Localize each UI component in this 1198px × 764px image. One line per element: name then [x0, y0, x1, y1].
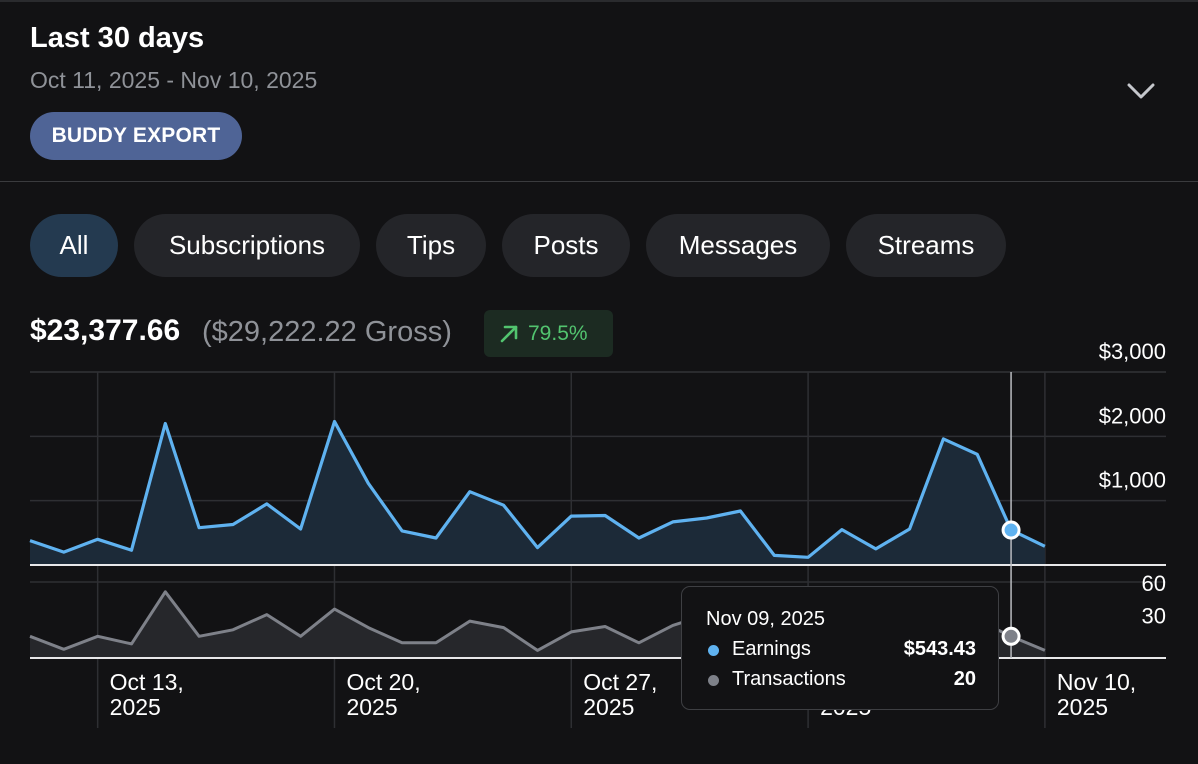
earnings-y-tick-label: $1,000	[1099, 468, 1166, 493]
arrow-up-right-icon	[500, 325, 518, 342]
tooltip-date: Nov 09, 2025	[706, 608, 825, 630]
x-tick-label-line: Nov 10,	[1057, 669, 1136, 695]
x-tick-label-line: 2025	[110, 694, 161, 720]
earnings-y-tick-label: $3,000	[1099, 339, 1166, 364]
tooltip-earnings-label: Earnings	[732, 638, 811, 660]
category-filters: All Subscriptions Tips Posts Messages St…	[30, 214, 1006, 277]
chart-tooltip: Nov 09, 2025 Earnings $543.43 Transactio…	[681, 586, 999, 710]
x-tick-label: Oct 27, 2025	[583, 669, 657, 720]
tooltip-transactions-row: Transactions 20	[706, 668, 976, 694]
period-title: Last 30 days	[30, 22, 205, 54]
filter-all[interactable]: All	[30, 214, 118, 277]
transactions-y-tick-label: 60	[1142, 571, 1166, 596]
earnings-legend-dot	[708, 645, 719, 656]
transactions-y-tick-label: 30	[1142, 603, 1166, 628]
earnings-series	[29, 419, 1166, 566]
transactions-hover-marker	[1001, 626, 1021, 646]
filter-streams[interactable]: Streams	[846, 214, 1006, 277]
chevron-down-icon[interactable]	[1124, 78, 1158, 104]
change-percent: 79.5%	[528, 321, 588, 345]
date-range: Oct 11, 2025 - Nov 10, 2025	[30, 67, 318, 93]
period-header[interactable]: Last 30 days Oct 11, 2025 - Nov 10, 2025…	[0, 0, 1198, 182]
x-tick-label-line: 2025	[346, 694, 397, 720]
tooltip-transactions-value: 20	[953, 668, 976, 690]
tooltip-earnings-row: Earnings $543.43	[706, 638, 976, 664]
earnings-line	[29, 419, 1046, 559]
gross-earnings: ($29,222.22 Gross)	[202, 316, 452, 348]
x-tick-label: Oct 13, 2025	[110, 669, 184, 720]
earnings-area	[30, 421, 1045, 565]
change-badge: 79.5%	[484, 310, 613, 357]
filter-subscriptions[interactable]: Subscriptions	[134, 214, 360, 277]
x-tick-label: Oct 20, 2025	[346, 669, 420, 720]
tooltip-earnings-value: $543.43	[903, 638, 976, 660]
transactions-legend-dot	[708, 675, 719, 686]
chart-grid	[30, 371, 1166, 728]
earnings-hover-marker	[1001, 520, 1021, 540]
earnings-y-tick-label: $2,000	[1099, 403, 1166, 428]
buddy-export-button[interactable]: BUDDY EXPORT	[30, 112, 242, 160]
x-tick-label-line: Oct 13,	[110, 669, 184, 695]
x-tick-label-line: Oct 20,	[346, 669, 420, 695]
x-tick-label-line: 2025	[1057, 694, 1108, 720]
top-edge	[0, 0, 1198, 2]
filter-messages[interactable]: Messages	[646, 214, 830, 277]
hover-markers	[1001, 372, 1021, 658]
x-tick-label-line: 2025	[583, 694, 634, 720]
x-tick-label: Nov 10, 2025	[1057, 669, 1136, 720]
tooltip-transactions-label: Transactions	[732, 668, 846, 690]
filter-posts[interactable]: Posts	[502, 214, 630, 277]
net-earnings: $23,377.66	[30, 314, 181, 347]
x-tick-label-line: Oct 27,	[583, 669, 657, 695]
filter-tips[interactable]: Tips	[376, 214, 486, 277]
